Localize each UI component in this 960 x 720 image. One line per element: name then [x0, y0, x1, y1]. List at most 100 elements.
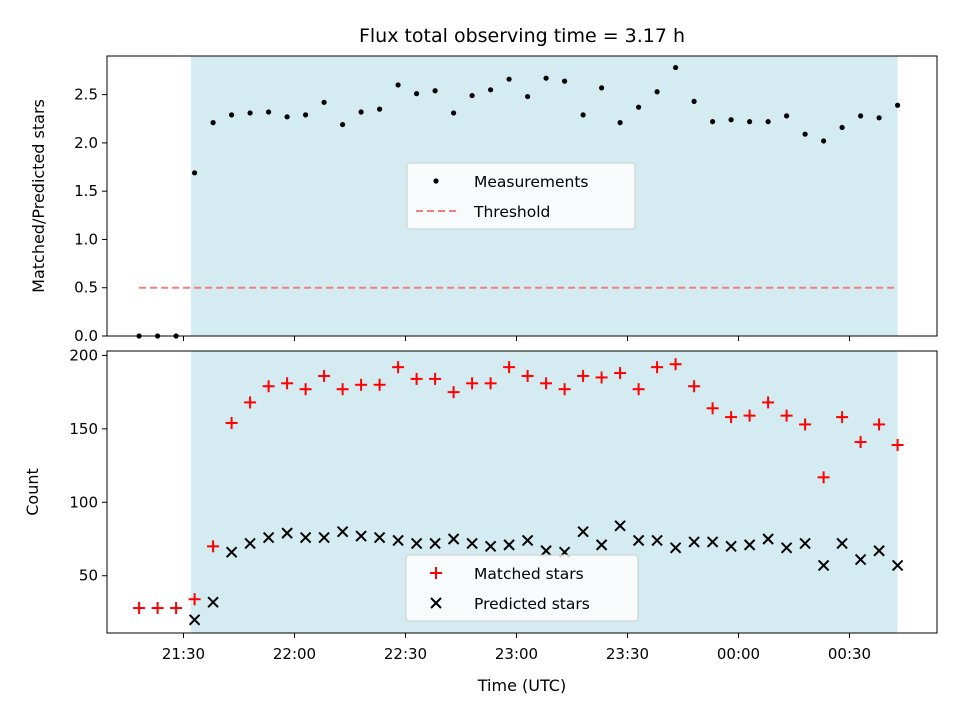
predicted-stars-point — [318, 531, 330, 544]
measurement-point — [654, 89, 660, 95]
measurement-point — [728, 117, 734, 123]
matched-stars-point — [577, 369, 590, 382]
bot-ytick-label: 50 — [79, 567, 98, 585]
top-y-axis-label: Matched/Predicted stars — [29, 99, 48, 293]
measurement-point — [395, 82, 401, 88]
measurement-point — [210, 120, 216, 126]
top-ytick-label: 0.5 — [74, 279, 98, 297]
predicted-stars-point — [651, 534, 663, 547]
measurement-point — [710, 119, 716, 125]
measurement-point — [765, 119, 771, 125]
predicted-stars-point — [780, 542, 793, 554]
matched-stars-point — [521, 369, 534, 382]
matched-stars-point — [133, 602, 146, 615]
chart-title: Flux total observing time = 3.17 h — [359, 25, 685, 47]
top-ytick-label: 2.0 — [74, 134, 98, 152]
predicted-stars-point — [262, 531, 275, 544]
top-panel: 0.0 0.5 1.0 1.5 2.0 2.5 Matched/Predicted sta… — [29, 55, 938, 345]
matched-stars-point — [836, 411, 849, 424]
matched-stars-point — [651, 361, 664, 374]
predicted-stars-point — [225, 546, 238, 558]
matched-stars-point — [873, 418, 886, 431]
top-ytick-label: 0.0 — [74, 327, 98, 345]
top-axes-frame — [106, 55, 938, 337]
matched-stars-point — [429, 372, 442, 385]
matched-stars-point — [336, 383, 349, 396]
predicted-stars-point — [688, 536, 700, 548]
matched-stars-point — [318, 369, 331, 382]
matched-stars-point — [817, 471, 830, 484]
matched-stars-point — [614, 367, 627, 380]
matched-stars-point — [262, 380, 275, 393]
matched-stars-point — [558, 383, 571, 396]
measurement-point — [895, 102, 901, 108]
measurement-point — [636, 104, 642, 110]
predicted-stars-point — [540, 545, 552, 557]
predicted-stars-point — [799, 537, 811, 550]
measurement-point — [599, 85, 605, 91]
bot-ytick-label: 150 — [69, 420, 98, 438]
bottom-legend: Matched stars Predicted stars — [405, 554, 639, 622]
measurement-point — [266, 109, 272, 115]
predicted-stars-point — [281, 527, 293, 539]
predicted-stars-point — [521, 534, 534, 547]
legend-predicted-marker — [430, 597, 442, 609]
bot-ytick-label: 200 — [69, 346, 98, 364]
matched-stars-point — [799, 418, 812, 431]
measurement-point — [839, 124, 845, 131]
matched-stars-point — [503, 361, 516, 374]
predicted-stars-point — [466, 537, 478, 550]
matched-stars-point — [225, 416, 238, 429]
matched-stars-point — [595, 371, 608, 384]
matched-stars-point — [632, 383, 645, 396]
predicted-stars-point — [188, 614, 201, 626]
measurement-point — [229, 112, 235, 118]
xtick-label: 23:00 — [495, 645, 538, 663]
matched-stars-point — [299, 383, 312, 396]
matched-stars-point — [170, 602, 183, 615]
xtick-label: 21:30 — [162, 645, 205, 663]
measurement-point — [192, 170, 198, 176]
matched-stars-point — [373, 378, 386, 391]
bot-ytick-label: 100 — [69, 493, 98, 511]
matched-stars-point — [891, 439, 904, 451]
top-legend: Measurements Threshold — [406, 162, 636, 230]
legend-threshold-label: Threshold — [473, 203, 550, 221]
legend-measurements-marker — [433, 178, 439, 184]
predicted-stars-point — [854, 553, 867, 566]
matched-stars-point — [410, 372, 423, 385]
predicted-stars-point — [429, 537, 441, 550]
predicted-stars-point — [484, 540, 497, 553]
predicted-stars-point — [207, 596, 219, 608]
measurement-point — [432, 88, 438, 94]
predicted-stars-point — [410, 537, 423, 550]
measurement-point — [247, 110, 253, 116]
predicted-stars-point — [503, 539, 515, 551]
bottom-axes-frame — [106, 350, 938, 634]
measurement-point — [414, 91, 420, 97]
xtick-label: 23:30 — [606, 645, 649, 663]
legend-matched-marker — [430, 567, 442, 579]
measurement-point — [340, 121, 346, 128]
predicted-stars-point — [762, 533, 774, 545]
matched-stars-point — [281, 377, 294, 390]
top-ytick-label: 1.5 — [74, 182, 98, 200]
top-legend-box — [406, 162, 636, 230]
predicted-stars-point — [891, 559, 904, 572]
matched-stars-point — [207, 540, 220, 553]
measurement-point — [858, 113, 864, 119]
matched-stars-point — [244, 396, 257, 409]
matched-stars-point — [540, 377, 553, 390]
measurement-point — [506, 76, 512, 82]
predicted-stars-point — [392, 534, 404, 547]
predicted-stars-point — [244, 537, 256, 550]
matched-stars-point — [484, 377, 497, 390]
measurement-point — [488, 87, 494, 93]
measurement-point — [821, 138, 827, 144]
predicted-stars-point — [669, 542, 682, 554]
predicted-stars-point — [614, 520, 626, 532]
predicted-stars-point — [725, 540, 737, 553]
matched-stars-point — [706, 402, 719, 415]
matched-stars-point — [854, 436, 867, 449]
